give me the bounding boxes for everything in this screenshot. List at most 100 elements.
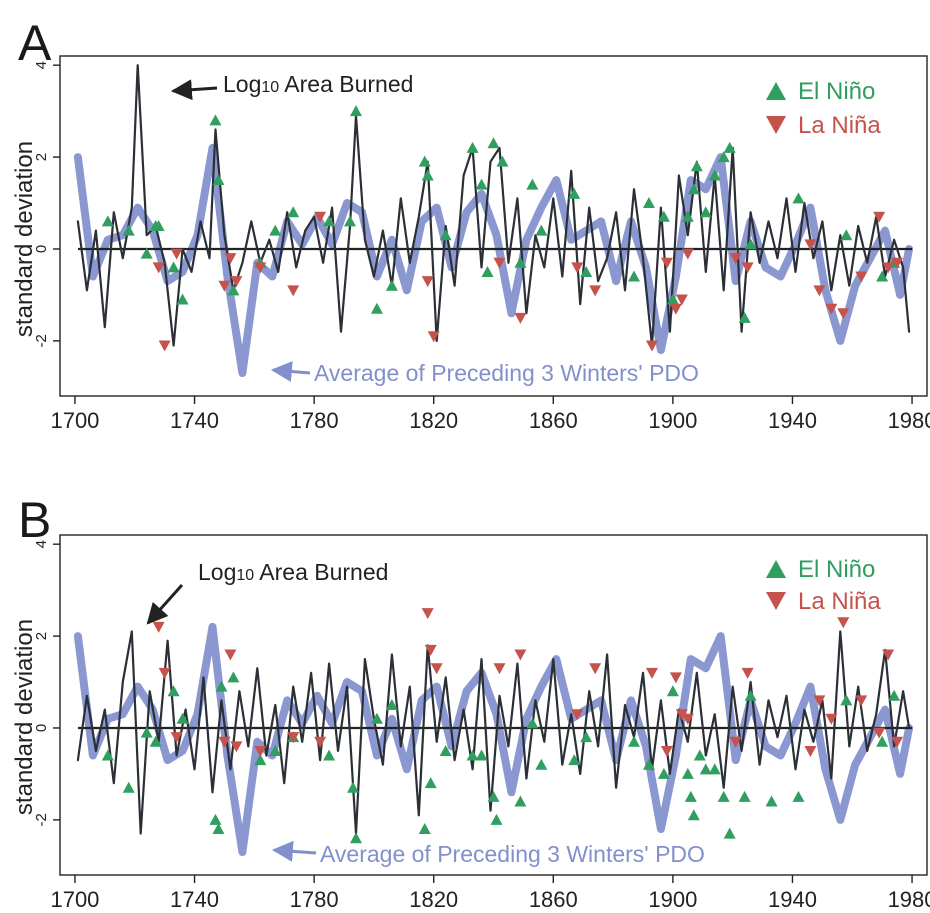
la-nina-marker xyxy=(589,663,602,675)
el-nino-marker xyxy=(212,174,225,186)
la-nina-marker xyxy=(741,667,754,679)
fire-annotation: Log10 Area Burned xyxy=(146,559,388,625)
x-tick-label: 1860 xyxy=(529,887,578,912)
x-tick-label: 1980 xyxy=(888,408,930,433)
la-nina-marker xyxy=(891,257,904,269)
el-nino-marker xyxy=(628,735,641,747)
el-nino-marker xyxy=(535,758,548,770)
el-nino-marker xyxy=(418,823,431,835)
la-nina-marker xyxy=(514,649,527,661)
el-nino-marker xyxy=(723,827,736,839)
x-tick-label: 1820 xyxy=(409,887,458,912)
el-nino-marker xyxy=(888,689,901,701)
el-nino-marker xyxy=(349,832,362,844)
x-tick-label: 1940 xyxy=(768,887,817,912)
fire-annotation-label: Log10 Area Burned xyxy=(198,559,388,585)
la-nina-marker xyxy=(891,736,904,748)
el-nino-marker xyxy=(657,767,670,779)
el-nino-marker xyxy=(738,311,751,323)
el-nino-marker xyxy=(765,795,778,807)
el-nino-marker xyxy=(681,210,694,222)
la-nina-marker xyxy=(837,617,850,629)
fire-series-line xyxy=(76,64,911,347)
el-nino-marker xyxy=(287,206,300,218)
el-nino-marker xyxy=(439,744,452,756)
fire-annotation: Log10 Area Burned xyxy=(170,71,413,101)
el-nino-marker xyxy=(385,699,398,710)
la-nina-marker xyxy=(741,262,754,274)
el-nino-marker xyxy=(657,210,670,222)
el-nino-marker xyxy=(628,270,641,282)
la-nina-marker xyxy=(882,649,895,661)
el-nino-marker xyxy=(167,261,180,273)
el-nino-marker xyxy=(475,178,488,190)
la-nina-marker xyxy=(681,248,694,260)
y-tick-label: 2 xyxy=(33,632,50,640)
la-nina-marker xyxy=(675,294,688,306)
la-nina-legend-marker xyxy=(766,592,786,610)
pdo-annotation: Average of Preceding 3 Winters' PDO xyxy=(270,360,699,386)
el-nino-legend-marker xyxy=(766,82,786,100)
fire-annotation-arrow xyxy=(146,583,184,625)
pdo-series-line xyxy=(73,622,914,856)
el-nino-marker xyxy=(666,685,679,697)
la-nina-marker xyxy=(421,276,434,288)
la-nina-marker xyxy=(882,262,895,274)
panel-letter-b: B xyxy=(18,492,51,548)
el-nino-marker xyxy=(370,712,383,724)
el-nino-marker xyxy=(466,141,479,153)
y-tick-label: -2 xyxy=(33,334,50,347)
el-nino-marker xyxy=(385,279,398,291)
la-nina-marker xyxy=(230,276,243,288)
la-nina-marker xyxy=(421,608,434,620)
el-nino-marker xyxy=(681,767,694,779)
legend: El Niño La Niña xyxy=(766,556,881,615)
la-nina-marker xyxy=(660,257,673,269)
el-nino-marker xyxy=(349,105,362,117)
la-nina-marker xyxy=(729,736,742,748)
la-nina-marker xyxy=(855,695,868,707)
x-tick-label: 1900 xyxy=(648,887,697,912)
el-nino-marker xyxy=(666,293,679,305)
el-nino-marker xyxy=(167,685,180,697)
legend: El Niño La Niña xyxy=(766,78,881,139)
legend-la-nina-label: La Niña xyxy=(798,112,881,139)
el-nino-marker xyxy=(738,790,751,802)
x-tick-label: 1780 xyxy=(290,887,339,912)
el-nino-marker xyxy=(227,284,240,296)
la-nina-marker xyxy=(825,713,838,725)
enso-marker-layer xyxy=(101,105,904,352)
el-nino-marker xyxy=(687,183,700,195)
el-nino-marker xyxy=(176,712,189,724)
el-nino-marker xyxy=(526,717,539,729)
x-tick-label: 1700 xyxy=(50,887,99,912)
la-nina-marker xyxy=(170,248,183,260)
la-nina-legend-marker xyxy=(766,116,786,134)
el-nino-marker xyxy=(684,790,697,802)
el-nino-marker xyxy=(876,270,889,282)
la-nina-marker xyxy=(873,727,886,739)
y-tick-label: 4 xyxy=(33,540,50,548)
el-nino-marker xyxy=(535,224,548,236)
y-axis-label: standard deviation xyxy=(11,619,38,815)
la-nina-marker xyxy=(170,732,183,744)
el-nino-marker xyxy=(227,671,240,683)
el-nino-marker xyxy=(580,265,593,277)
el-nino-marker xyxy=(421,169,434,181)
el-nino-marker xyxy=(699,763,712,775)
la-nina-marker xyxy=(855,271,868,283)
el-nino-marker xyxy=(418,155,431,167)
x-tick-label: 1740 xyxy=(170,887,219,912)
la-nina-marker xyxy=(158,667,171,679)
el-nino-marker xyxy=(149,735,162,747)
la-nina-marker xyxy=(681,713,694,725)
la-nina-marker xyxy=(804,745,817,757)
pdo-layer xyxy=(73,143,914,377)
el-nino-marker xyxy=(490,813,503,825)
x-tick-label: 1940 xyxy=(768,408,817,433)
el-nino-marker xyxy=(152,220,165,231)
el-nino-marker xyxy=(840,229,853,241)
el-nino-marker xyxy=(744,238,757,250)
x-tick-label: 1740 xyxy=(170,408,219,433)
fire-series-line xyxy=(76,630,911,835)
